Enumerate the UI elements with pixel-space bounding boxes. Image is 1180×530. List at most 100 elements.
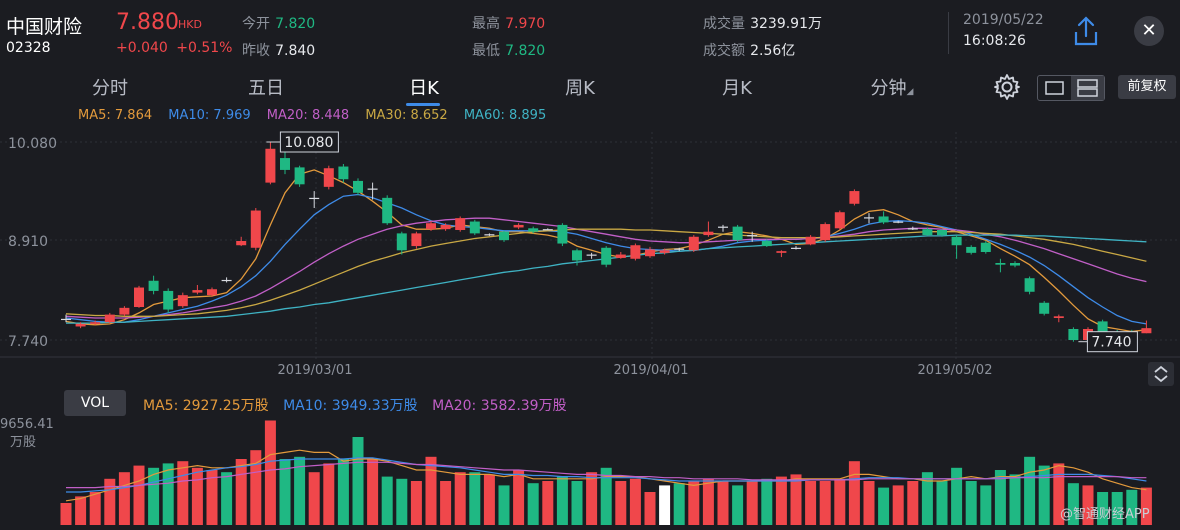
candle bbox=[966, 245, 977, 255]
volume-bar bbox=[863, 481, 875, 525]
candle-body bbox=[440, 224, 451, 230]
volume-bar bbox=[878, 487, 890, 525]
candle bbox=[221, 277, 232, 283]
volume-bar bbox=[454, 472, 466, 525]
volume-axis-unit: 万股 bbox=[10, 435, 37, 450]
candle-body bbox=[557, 224, 568, 244]
ma60-legend: MA60: 8.895 bbox=[463, 108, 547, 123]
candle bbox=[849, 189, 860, 206]
vol-ma20-legend: MA20: 3582.39万股 bbox=[432, 398, 567, 414]
volume-bar bbox=[936, 481, 948, 525]
candle bbox=[396, 231, 407, 255]
candle-body bbox=[148, 280, 159, 291]
candle bbox=[75, 322, 86, 329]
volume-bar bbox=[1111, 492, 1123, 525]
volume-label: 成交量 bbox=[703, 16, 745, 32]
candle-body bbox=[542, 229, 553, 231]
candle bbox=[1024, 276, 1035, 295]
candle-body bbox=[951, 236, 962, 246]
candle-body bbox=[61, 318, 71, 321]
candle-body bbox=[338, 166, 349, 180]
candle bbox=[367, 182, 378, 200]
volume-bar bbox=[352, 437, 364, 525]
tab-five-day[interactable]: 五日 bbox=[248, 78, 284, 99]
volume-bar bbox=[673, 483, 685, 525]
volume-bar bbox=[921, 472, 933, 525]
candle-body bbox=[177, 295, 188, 307]
tab-minute[interactable]: 分钟◢ bbox=[864, 74, 920, 100]
volume-bar bbox=[75, 496, 87, 525]
candle-body bbox=[353, 180, 363, 193]
volume-ma-legend: MA5: 2927.25万股 MA10: 3949.33万股 MA20: 358… bbox=[143, 395, 577, 415]
layout-toggle bbox=[1037, 75, 1105, 101]
candle-body bbox=[396, 233, 407, 251]
candle-body bbox=[966, 246, 977, 253]
volume-bar bbox=[425, 456, 437, 525]
candle bbox=[659, 248, 670, 255]
tab-daily-k[interactable]: 日K bbox=[409, 78, 439, 99]
volume-bar bbox=[761, 478, 773, 525]
settings-button[interactable] bbox=[992, 72, 1022, 102]
low-label: 最低 bbox=[472, 43, 500, 59]
layout-split-button[interactable] bbox=[1071, 76, 1104, 100]
candle bbox=[1068, 327, 1079, 342]
volume-bar bbox=[717, 481, 729, 525]
candle bbox=[761, 239, 772, 247]
candle-body bbox=[528, 228, 539, 232]
volume-ma-line-ma20 bbox=[66, 461, 1147, 489]
volume-bar bbox=[235, 459, 247, 525]
candle bbox=[747, 231, 758, 242]
tab-intraday[interactable]: 分时 bbox=[92, 78, 128, 99]
adjust-mode-button[interactable]: 前复权 bbox=[1118, 75, 1176, 99]
candle-body bbox=[1010, 263, 1020, 266]
y-tick-label: 7.740 bbox=[8, 334, 48, 350]
ma-legend: MA5: 7.864 MA10: 7.969 MA20: 8.448 MA30:… bbox=[78, 108, 558, 123]
candle-body bbox=[718, 226, 728, 228]
candle bbox=[791, 246, 801, 250]
volume-bar bbox=[1038, 465, 1050, 525]
volume-bar bbox=[1097, 492, 1109, 525]
candle bbox=[703, 221, 714, 237]
ma-line-ma20 bbox=[65, 217, 1147, 319]
share-button[interactable] bbox=[1071, 14, 1101, 48]
candle bbox=[557, 223, 568, 247]
volume-indicator-button[interactable]: VOL bbox=[64, 390, 126, 416]
candle-body bbox=[776, 251, 787, 253]
candle bbox=[951, 235, 962, 259]
gear-icon bbox=[994, 74, 1020, 100]
volume-bar bbox=[542, 481, 554, 525]
candle-body bbox=[1068, 329, 1079, 340]
volume-bar bbox=[410, 481, 422, 525]
candle bbox=[148, 275, 159, 295]
candle-body bbox=[134, 287, 144, 307]
candle-body bbox=[294, 167, 305, 185]
volume-bar bbox=[805, 481, 817, 525]
candle bbox=[1053, 314, 1064, 323]
volume-bar bbox=[60, 503, 72, 525]
layout-single-button[interactable] bbox=[1038, 76, 1071, 100]
volume-axis-label: 9656.41 万股 bbox=[0, 416, 54, 452]
candle-body bbox=[1039, 302, 1050, 314]
close-button[interactable]: ✕ bbox=[1134, 16, 1164, 46]
tab-weekly-k[interactable]: 周K bbox=[565, 78, 595, 99]
candle-body bbox=[747, 235, 758, 237]
kline-chart[interactable]: 10.080 8.910 7.740 2019/03/01 2019/04/01 2019… bbox=[0, 130, 1180, 530]
candle bbox=[805, 235, 816, 246]
open-stat: 今开 7.820 bbox=[242, 13, 315, 33]
volume-bar bbox=[1067, 483, 1079, 525]
quote-header: 中国财险 02328 7.880 HKD +0.040 +0.51% 今开 7.… bbox=[0, 0, 1180, 68]
candle bbox=[104, 312, 115, 324]
candle bbox=[323, 165, 334, 190]
candle bbox=[937, 229, 947, 237]
max-label-box bbox=[279, 131, 339, 153]
candle-body bbox=[411, 233, 422, 247]
candle-body bbox=[805, 236, 816, 245]
volume-bar bbox=[367, 459, 379, 525]
candle bbox=[1039, 301, 1050, 316]
candle bbox=[499, 230, 509, 242]
change-percent: +0.51% bbox=[176, 40, 233, 56]
currency: HKD bbox=[178, 18, 202, 31]
volume-bar bbox=[396, 478, 408, 525]
tab-monthly-k[interactable]: 月K bbox=[722, 78, 752, 99]
expand-button[interactable] bbox=[1148, 362, 1174, 386]
